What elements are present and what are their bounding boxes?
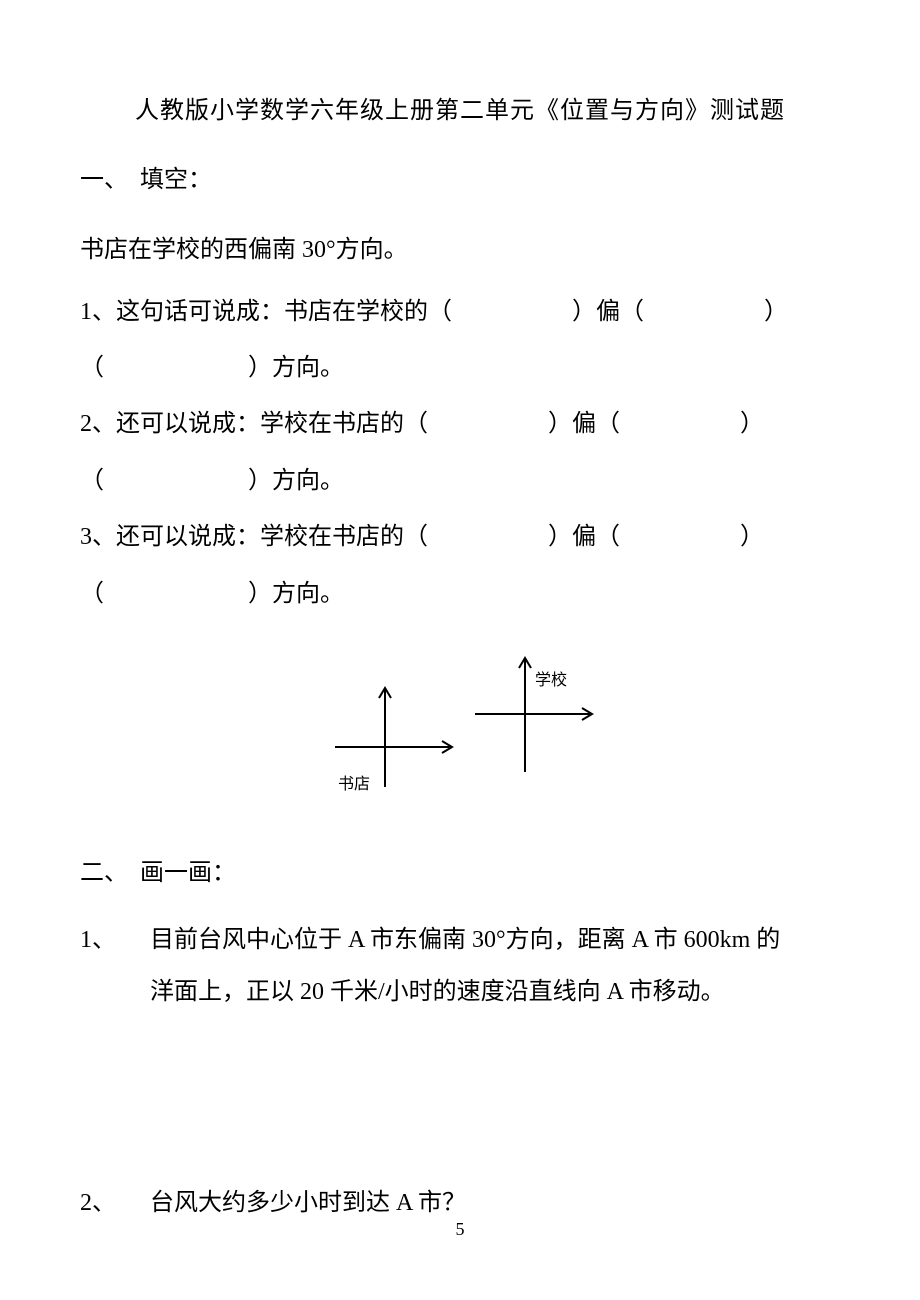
page-number: 5 xyxy=(0,1219,920,1240)
section1-q3: 3、还可以说成：学校在书店的（ ）偏（ ）（ ）方向。 xyxy=(80,509,840,622)
diagram-label-school: 学校 xyxy=(535,666,567,690)
diagram-label-bookstore: 书店 xyxy=(338,770,370,794)
section2-q1: 1、 目前台风中心位于 A 市东偏南 30°方向，距离 A 市 600km 的 … xyxy=(80,915,840,1018)
direction-diagram: 书店 学校 xyxy=(290,642,630,812)
q1-line1: 目前台风中心位于 A 市东偏南 30°方向，距离 A 市 600km 的 xyxy=(150,915,840,967)
page-title: 人教版小学数学六年级上册第二单元《位置与方向》测试题 xyxy=(80,90,840,125)
work-space xyxy=(80,1018,840,1178)
section1-intro: 书店在学校的西偏南 30°方向。 xyxy=(80,222,840,280)
section1-q2: 2、还可以说成：学校在书店的（ ）偏（ ）（ ）方向。 xyxy=(80,396,840,509)
section2-heading: 二、 画一画： xyxy=(80,852,840,887)
diagram-container: 书店 学校 xyxy=(80,642,840,812)
axis-right xyxy=(475,658,592,772)
q1-number: 1、 xyxy=(80,915,150,1018)
section1-q1: 1、这句话可说成：书店在学校的（ ）偏（ ）（ ）方向。 xyxy=(80,284,840,397)
q1-line2: 洋面上，正以 20 千米/小时的速度沿直线向 A 市移动。 xyxy=(150,967,840,1019)
section1-heading: 一、 填空： xyxy=(80,159,840,194)
